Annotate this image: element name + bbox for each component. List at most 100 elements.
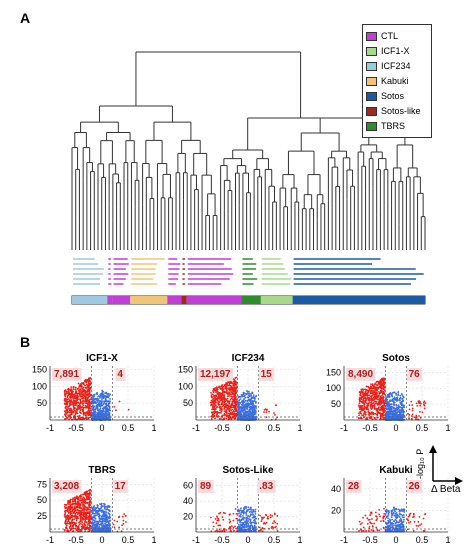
point-ns — [251, 415, 253, 417]
point-ns — [248, 527, 250, 529]
point-ns — [400, 403, 402, 405]
point-down — [370, 405, 372, 407]
point-ns — [109, 402, 111, 404]
point-down — [363, 403, 365, 405]
point-down — [219, 397, 221, 399]
point-down — [367, 403, 369, 405]
point-down — [233, 527, 235, 529]
point-down — [216, 522, 218, 524]
point-up — [263, 516, 265, 518]
point-ns — [92, 506, 94, 508]
point-down — [219, 409, 221, 411]
point-down — [211, 404, 213, 406]
point-down — [83, 496, 85, 498]
point-ns — [252, 517, 254, 519]
y-tick-label: 60 — [183, 481, 193, 491]
point-up — [119, 401, 121, 403]
point-down — [76, 402, 78, 404]
point-ns — [238, 413, 240, 415]
point-ns — [402, 406, 404, 408]
point-down — [223, 410, 225, 412]
point-down — [216, 389, 218, 391]
point-up — [411, 418, 413, 420]
point-down — [365, 394, 367, 396]
y-tick-label: 150 — [326, 367, 341, 377]
point-ns — [91, 408, 93, 410]
point-down — [379, 398, 381, 400]
point-down — [233, 530, 235, 532]
point-ns — [402, 400, 404, 402]
point-up — [268, 411, 270, 413]
point-down — [73, 394, 75, 396]
point-ns — [251, 522, 253, 524]
point-down — [221, 530, 223, 532]
point-ns — [245, 506, 247, 508]
point-down — [378, 402, 380, 404]
point-down — [222, 516, 224, 518]
point-ns — [242, 528, 244, 530]
point-up — [267, 516, 269, 518]
point-ns — [96, 514, 98, 516]
point-down — [81, 521, 83, 523]
point-up — [425, 402, 427, 404]
point-down — [235, 389, 237, 391]
point-down — [370, 383, 372, 385]
point-down — [75, 411, 77, 413]
point-ns — [388, 514, 390, 516]
point-down — [89, 504, 91, 506]
point-down — [73, 405, 75, 407]
point-down — [71, 390, 73, 392]
point-down — [361, 397, 363, 399]
point-ns — [104, 525, 106, 527]
point-down — [216, 520, 218, 522]
point-down — [220, 392, 222, 394]
point-down — [72, 503, 74, 505]
point-down — [214, 415, 216, 417]
point-ns — [242, 515, 244, 517]
point-down — [214, 407, 216, 409]
y-tick-label: 150 — [178, 364, 193, 374]
y-tick-label: 20 — [183, 512, 193, 522]
x-tick-label: 1 — [297, 535, 302, 545]
point-down — [235, 391, 237, 393]
point-down — [86, 507, 88, 509]
point-down — [210, 517, 212, 519]
point-ns — [254, 406, 256, 408]
point-ns — [249, 410, 251, 412]
point-down — [229, 526, 231, 528]
point-ns — [105, 511, 107, 513]
point-down — [212, 394, 214, 396]
point-up — [274, 513, 276, 515]
up-count-label: .83 — [259, 481, 273, 492]
point-ns — [103, 396, 105, 398]
point-down — [383, 393, 385, 395]
point-down — [86, 379, 88, 381]
point-ns — [247, 520, 249, 522]
point-down — [74, 499, 76, 501]
point-down — [233, 408, 235, 410]
group-color-bar — [72, 296, 425, 304]
point-up — [421, 411, 423, 413]
point-down — [83, 518, 85, 520]
point-down — [228, 400, 230, 402]
point-ns — [400, 397, 402, 399]
point-down — [232, 513, 234, 515]
point-down — [85, 381, 87, 383]
point-down — [374, 418, 376, 420]
point-ns — [102, 391, 104, 393]
point-ns — [242, 409, 244, 411]
point-up — [261, 517, 263, 519]
point-ns — [246, 408, 248, 410]
point-up — [114, 526, 116, 528]
point-ns — [106, 506, 108, 508]
point-down — [383, 404, 385, 406]
volcano-title: Sotos-Like — [222, 465, 274, 476]
point-ns — [104, 506, 106, 508]
legend-swatch — [366, 77, 377, 86]
point-down — [69, 401, 71, 403]
point-ns — [252, 403, 254, 405]
point-down — [213, 391, 215, 393]
point-down — [80, 494, 82, 496]
point-down — [83, 508, 85, 510]
